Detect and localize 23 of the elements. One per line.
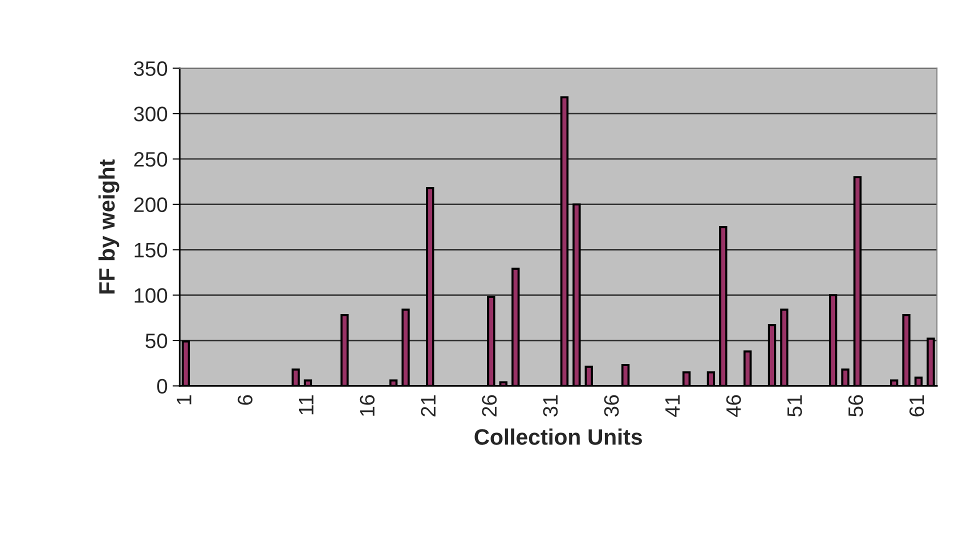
y-tick-label: 350 (134, 61, 168, 76)
x-tick-label: 56 (848, 395, 864, 417)
x-tick-label: 41 (665, 395, 680, 417)
y-tick-label: 50 (146, 334, 168, 348)
y-axis-title: FF by weight (98, 159, 120, 294)
y-tick-label: 250 (134, 152, 168, 167)
x-tick-label: 1 (176, 395, 192, 404)
x-tick-label: 16 (360, 395, 375, 416)
x-axis-title: Collection Units (474, 428, 642, 445)
y-tick-label: 200 (134, 197, 168, 212)
x-tick-label: 61 (909, 395, 924, 416)
x-tick-label: 6 (238, 395, 252, 405)
x-tick-label: 31 (543, 395, 558, 417)
x-tick-label: 36 (604, 395, 619, 417)
x-tick-label: 46 (726, 395, 741, 417)
y-tick-label: 0 (157, 378, 168, 394)
x-tick-label: 11 (299, 395, 314, 414)
x-tick-label: 21 (420, 395, 436, 416)
y-tick-label: 100 (134, 288, 168, 303)
y-tick-label: 300 (134, 106, 168, 122)
x-tick-label: 26 (482, 395, 497, 416)
y-tick-label: 150 (134, 242, 168, 258)
x-tick-label: 51 (787, 395, 802, 417)
